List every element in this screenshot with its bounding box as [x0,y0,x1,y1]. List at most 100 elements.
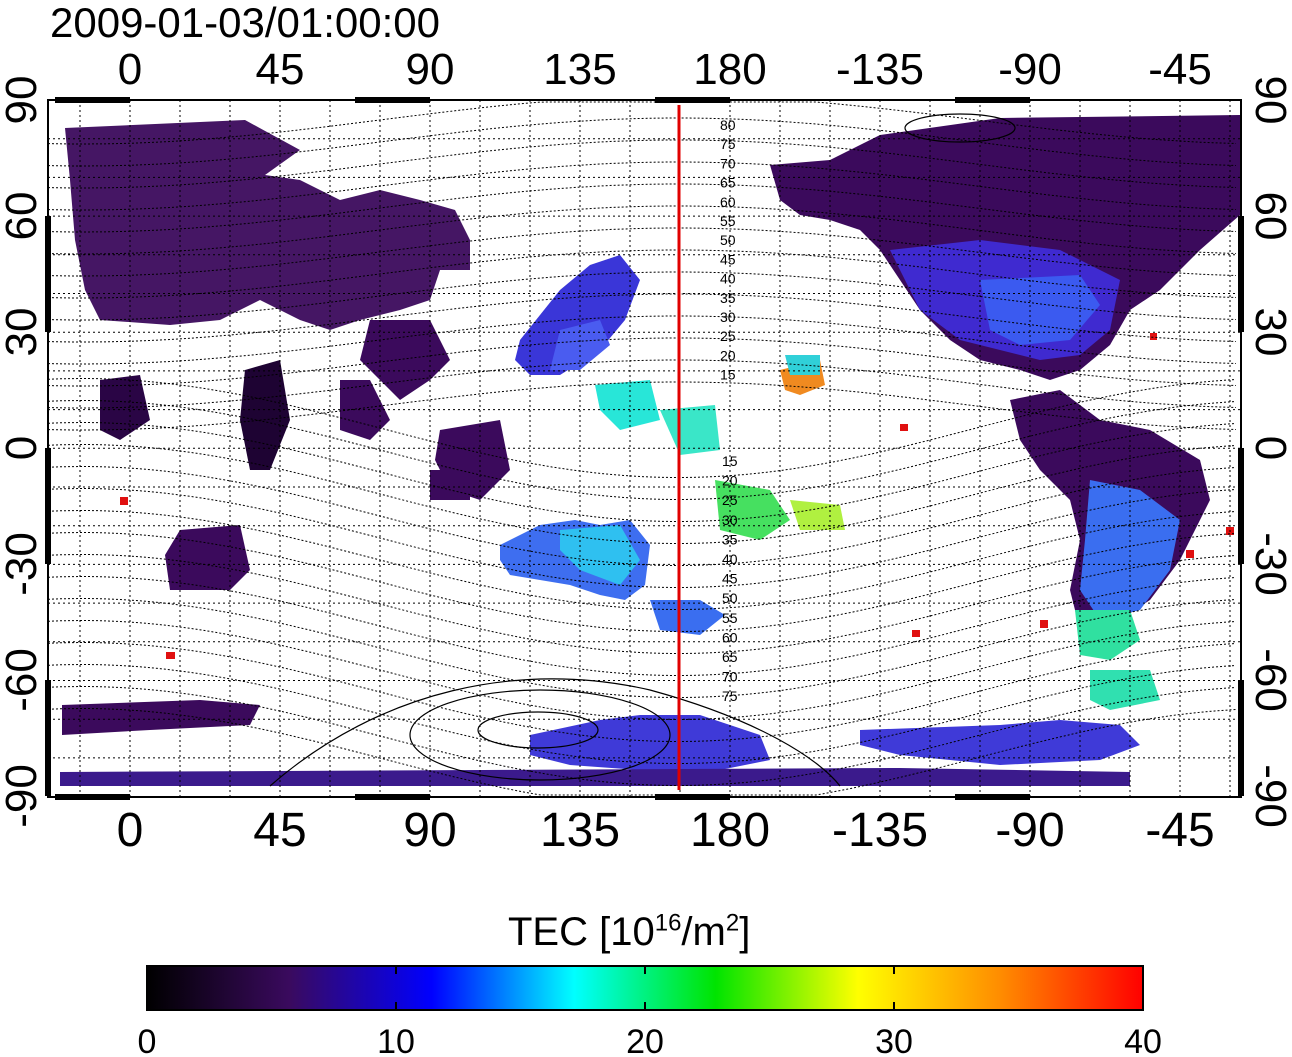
contour-labels-north: 80 75 70 65 60 55 50 45 40 35 30 25 20 15 [720,117,736,383]
longitude-tick-label: 180 [693,45,766,94]
latitude-tick-label: 90 [0,76,46,125]
frame-bar [45,216,51,332]
colorbar-tick-label: 30 [875,1023,913,1057]
contour-line [47,553,1237,654]
colorbar-tick-label: 40 [1124,1023,1162,1057]
frame-bar [45,448,51,564]
contour-line [47,707,1237,796]
contour-line [47,359,1237,409]
contour-label: 55 [722,610,738,626]
contour-label: 30 [720,309,736,325]
latitude-tick-label: 0 [0,436,46,460]
contour-line [47,421,1237,522]
contour-label: 65 [722,649,738,665]
longitude-tick-label: -90 [998,45,1062,94]
colorbar-tick-label: 20 [626,1023,664,1057]
frame-border-bars [45,97,1244,800]
contour-line [47,531,1237,632]
frame-bar [355,794,430,800]
latitude-tick-label: -60 [0,648,46,712]
longitude-tick-label: 90 [403,804,456,857]
longitude-ticks-bottom: 0 45 90 135 180 -135 -90 -45 [117,804,1215,857]
frame-bar [45,680,51,796]
latitude-tick-label: -60 [1246,648,1292,712]
contour-line [47,487,1237,588]
contour-line [47,509,1237,610]
contour-label: 25 [720,328,736,344]
longitude-tick-label: 0 [118,45,142,94]
contour-line [47,293,1237,343]
longitude-tick-label: -135 [836,45,924,94]
colorbar-ticks: 0 10 20 30 40 [138,966,1162,1057]
longitude-tick-label: 90 [406,45,455,94]
longitude-tick-label: -90 [995,804,1064,857]
magnetic-pole-contours [269,113,1016,787]
contour-label: 25 [722,492,738,508]
contour-line [47,161,1237,211]
frame-bar [55,97,130,103]
contour-label: 20 [722,473,738,489]
frame-bar [955,794,1030,800]
contour-label: 60 [720,194,736,210]
contour-line [47,183,1237,233]
latitude-tick-label: 0 [1246,436,1292,460]
contour-line [47,117,1237,167]
contour-line [47,249,1237,299]
contour-line [47,597,1237,698]
map-timestamp: 2009-01-03/01:00:00 [50,0,440,46]
longitude-tick-label: -45 [1148,45,1212,94]
contour-line [47,641,1237,742]
contour-label: 55 [720,213,736,229]
contour-label: 50 [720,232,736,248]
frame-bar [655,97,730,103]
latitude-tick-label: -30 [1246,532,1292,596]
contour-label: 15 [722,453,738,469]
contour-line [47,205,1237,255]
contour-label: 45 [722,571,738,587]
contour-label: 50 [722,590,738,606]
contour-line [47,271,1237,321]
latitude-tick-label: 60 [1246,192,1292,241]
contour-line [47,139,1237,189]
colorbar-title: TEC [1016/m2] [508,909,751,954]
longitude-tick-label: -45 [1145,804,1214,857]
latitude-tick-label: -90 [1246,764,1292,828]
longitude-tick-label: 180 [690,804,770,857]
longitude-tick-label: 0 [117,804,144,857]
contour-line [47,227,1237,277]
longitude-ticks-top: 0 45 90 135 180 -135 -90 -45 [118,45,1212,94]
contour-label: 80 [720,117,736,133]
contour-label: 45 [720,251,736,267]
latitude-tick-label: 90 [1246,76,1292,125]
latitude-tick-label: -30 [0,532,46,596]
contour-line [47,377,1237,478]
frame-bar [1238,216,1244,332]
contour-line [47,381,1237,431]
contour-label: 40 [722,551,738,567]
longitude-tick-label: -135 [832,804,928,857]
frame-bar [55,794,130,800]
contour-label: 70 [720,155,736,171]
latitude-tick-label: 30 [1246,308,1292,357]
contour-label: 60 [722,629,738,645]
latitude-tick-label: 30 [0,308,46,357]
contour-label: 15 [720,367,736,383]
contour-label: 70 [722,669,738,685]
latitude-tick-label: 60 [0,192,46,241]
graticule [48,100,1241,798]
contour-label: 40 [720,271,736,287]
contour-label: 75 [720,136,736,152]
contour-line [47,101,1237,145]
contour-line [47,315,1237,365]
contour-label: 75 [722,688,738,704]
frame-bar [1238,680,1244,796]
frame-bar [955,97,1030,103]
contour-line [47,443,1237,544]
colorbar-tick-label: 10 [377,1023,415,1057]
contour-labels-south: 15 20 25 30 35 40 45 50 55 60 65 70 75 [722,453,738,704]
latitude-ticks-right: 90 60 30 0 -30 -60 -90 [1246,76,1292,828]
frame-bar [655,794,730,800]
contour-label: 30 [722,512,738,528]
contour-line [47,465,1237,566]
frame-bar [355,97,430,103]
